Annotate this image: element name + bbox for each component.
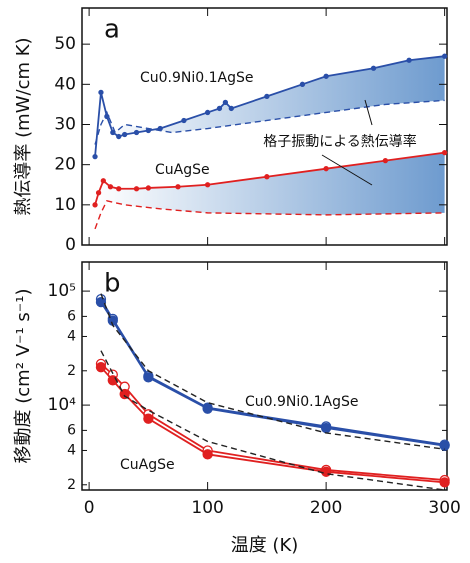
y-tick-label: 10⁴: [48, 395, 77, 415]
y-tick-label: 0: [65, 235, 76, 255]
point: [222, 99, 229, 106]
annotation-arrow: [364, 99, 373, 126]
point: [264, 93, 270, 100]
point: [95, 296, 107, 308]
series-line: [94, 99, 445, 145]
x-axis-label: 温度 (K): [231, 535, 299, 556]
point: [204, 109, 211, 116]
point: [100, 178, 106, 184]
point: [95, 362, 107, 373]
y-tick-label: 50: [54, 34, 76, 54]
point: [98, 89, 104, 96]
point: [228, 105, 234, 112]
shade: [95, 152, 445, 229]
y-axis-label: 熱伝導率 (mW/cm K): [13, 37, 34, 215]
point: [107, 184, 114, 190]
x-tick-label: 200: [310, 498, 342, 518]
point: [92, 202, 98, 208]
plot-frame: [81, 7, 448, 246]
y-tick-label: 2: [67, 363, 76, 379]
y-tick-label: 10⁵: [48, 281, 76, 301]
point: [95, 190, 102, 196]
x-tick-label: 0: [84, 498, 95, 518]
annotation: Cu0.9Ni0.1AgSe: [245, 394, 359, 410]
point: [202, 403, 213, 414]
y-tick-label: 2: [67, 477, 76, 493]
point: [133, 186, 140, 192]
point: [320, 466, 332, 477]
y-tick-label: 10: [54, 195, 76, 215]
point: [92, 153, 98, 160]
y-axis-label: 移動度 (cm² V⁻¹ s⁻¹): [13, 289, 34, 464]
point: [143, 413, 154, 424]
point: [441, 53, 448, 59]
annotation: CuAgSe: [155, 162, 210, 178]
y-tick-label: 6: [67, 422, 76, 438]
series-line: [100, 350, 445, 491]
y-tick-label: 4: [67, 442, 76, 458]
y-tick-label: 40: [54, 74, 76, 94]
panel-label: a: [104, 15, 120, 45]
point: [145, 185, 152, 191]
point: [143, 372, 154, 383]
y-tick-label: 20: [54, 155, 76, 175]
x-tick-label: 100: [191, 498, 223, 518]
point: [382, 157, 389, 164]
plot-frame: [81, 261, 448, 491]
series-line: [94, 200, 445, 230]
y-tick-label: 4: [67, 328, 76, 344]
point: [181, 117, 187, 124]
point: [116, 133, 122, 140]
series-line: [100, 298, 445, 446]
point: [439, 477, 450, 488]
point: [441, 149, 448, 156]
series-line: [100, 293, 445, 450]
point: [370, 65, 377, 71]
point: [175, 184, 181, 190]
point: [320, 422, 332, 434]
panel-label: b: [104, 269, 121, 299]
y-tick-label: 6: [67, 308, 76, 324]
point: [204, 182, 211, 188]
point: [406, 57, 412, 63]
x-tick-label: 300: [428, 498, 460, 518]
y-tick-label: 30: [54, 114, 76, 134]
annotation: Cu0.9Ni0.1AgSe: [140, 70, 254, 86]
annotation: CuAgSe: [120, 457, 175, 473]
point: [264, 174, 270, 180]
point: [116, 186, 122, 192]
annotation-arrow: [321, 154, 373, 186]
annotation: 格子振動による熱伝導率: [263, 133, 417, 150]
point: [323, 166, 329, 172]
point: [133, 129, 140, 136]
point: [299, 81, 306, 87]
point: [216, 105, 223, 112]
point: [202, 449, 213, 460]
point: [323, 73, 329, 79]
shade: [95, 56, 445, 157]
point: [122, 131, 128, 138]
point: [119, 388, 130, 400]
point: [439, 440, 450, 451]
